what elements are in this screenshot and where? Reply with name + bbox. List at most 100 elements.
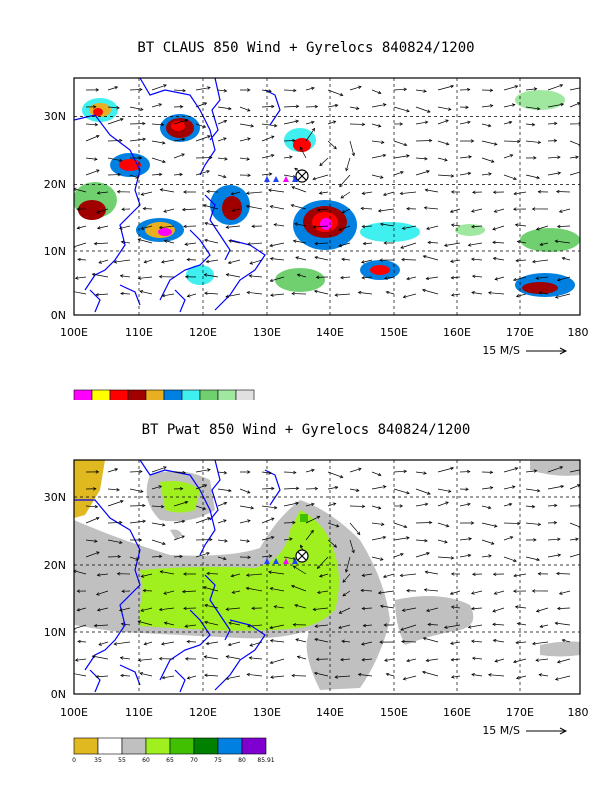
- wind-arrow: [225, 293, 241, 298]
- wind-arrowhead: [96, 573, 101, 577]
- wind-arrow: [138, 276, 153, 279]
- wind-arrow: [283, 89, 296, 91]
- wind-arrowhead: [205, 259, 210, 264]
- wind-arrow: [204, 604, 219, 609]
- wind-arrowhead: [158, 554, 163, 559]
- wind-arrowhead: [121, 207, 125, 211]
- wind-arrow: [74, 673, 87, 677]
- wind-arrow: [283, 156, 293, 159]
- wind-arrowhead: [289, 155, 293, 159]
- wind-arrowhead: [119, 138, 123, 143]
- wind-arrow: [459, 538, 472, 541]
- wind-arrow: [516, 259, 527, 262]
- wind-arrow: [340, 276, 351, 279]
- colorbar: 0 35 55 60 65 70 75 80 85.91: [72, 737, 275, 764]
- wind-arrowhead: [487, 505, 492, 510]
- wind-arrowhead: [556, 278, 561, 282]
- wind-arrowhead: [273, 223, 278, 227]
- colorbar-label: 35: [94, 757, 102, 764]
- wind-arrow: [547, 156, 561, 159]
- wind-arrowhead: [443, 243, 448, 247]
- wind-arrow: [204, 239, 219, 244]
- wind-arrowhead: [471, 673, 475, 677]
- wind-arrowhead: [492, 622, 496, 627]
- wind-arrowhead: [74, 569, 77, 573]
- wind-arrowhead: [120, 673, 124, 678]
- wind-arrowhead: [163, 239, 168, 243]
- wind-arrowhead: [582, 468, 585, 471]
- wind-arrowhead: [468, 155, 472, 159]
- wind-arrow: [422, 289, 439, 295]
- wind-arrowhead: [406, 588, 410, 593]
- wind-arrow: [437, 501, 449, 507]
- wind-arrow: [557, 225, 571, 227]
- lat-label: 30N: [44, 110, 66, 123]
- wind-arrowhead: [467, 243, 472, 247]
- wind-arrowhead: [450, 605, 455, 609]
- panel1-map: 30N 20N 10N 0N 100E 110E 120E 130E 140E …: [44, 77, 589, 400]
- wind-arrow: [349, 86, 362, 91]
- wind-arrow: [342, 208, 351, 213]
- wind-arrow: [415, 522, 432, 524]
- wind-arrow: [494, 208, 505, 213]
- wind-arrow: [305, 121, 315, 125]
- wind-arrow: [120, 275, 131, 278]
- wind-arrowhead: [223, 501, 228, 506]
- wind-arrow: [547, 122, 557, 125]
- wind-arrow: [459, 121, 471, 125]
- wind-arrow: [327, 120, 336, 125]
- wind-arrowhead: [465, 487, 469, 491]
- wind-arrow: [428, 242, 439, 244]
- wind-arrowhead: [269, 243, 273, 248]
- wind-arrow: [525, 505, 535, 508]
- wind-arrow: [141, 573, 153, 577]
- wind-arrowhead: [184, 500, 189, 505]
- wind-arrowhead: [312, 176, 317, 181]
- wind-arrowhead: [361, 122, 366, 127]
- wind-arrow: [129, 520, 146, 524]
- wind-arrow: [327, 140, 337, 150]
- wind-arrowhead: [77, 257, 81, 262]
- wind-arrowhead: [467, 120, 471, 125]
- wind-arrow: [139, 672, 153, 677]
- wind-arrowhead: [443, 625, 448, 629]
- wind-arrowhead: [94, 157, 98, 161]
- wind-arrow: [151, 103, 162, 108]
- wind-arrow: [513, 573, 527, 577]
- wind-arrowhead: [335, 524, 340, 528]
- wind-arrowhead: [379, 640, 383, 644]
- wind-arrow: [515, 224, 527, 227]
- wind-arrow: [525, 88, 537, 91]
- wind-arrowhead: [206, 571, 210, 576]
- wind-arrowhead: [209, 537, 213, 542]
- lat-label: 10N: [44, 626, 66, 639]
- wind-arrowhead: [531, 122, 536, 127]
- wind-arrowhead: [142, 206, 147, 211]
- wind-arrowhead: [377, 591, 382, 595]
- wind-arrow: [305, 516, 320, 524]
- wind-arrow: [471, 640, 483, 643]
- wind-arrow: [297, 656, 307, 660]
- wind-arrowhead: [183, 572, 187, 576]
- wind-arrow: [401, 259, 417, 261]
- wind-arrowhead: [558, 209, 563, 213]
- wind-arrow: [295, 257, 307, 261]
- wind-arrowhead: [423, 588, 428, 592]
- wind-arrow: [371, 556, 384, 561]
- wind-arrowhead: [535, 609, 540, 613]
- wind-arrow: [151, 505, 164, 508]
- wind-arrow: [206, 573, 219, 575]
- wind-arrowhead: [139, 290, 144, 294]
- wind-arrow: [314, 638, 329, 643]
- wind-arrowhead: [225, 607, 230, 611]
- wind-arrowhead: [512, 277, 517, 282]
- wind-arrow: [247, 673, 263, 677]
- wind-arrowhead: [184, 657, 189, 661]
- wind-arrowhead: [249, 643, 254, 647]
- colorbar-swatch: [217, 389, 237, 400]
- wind-arrowhead: [117, 554, 122, 559]
- wind-arrow: [386, 291, 395, 295]
- wind-arrowhead: [222, 174, 227, 179]
- wind-arrow: [269, 624, 285, 629]
- wind-arrowhead: [294, 167, 298, 172]
